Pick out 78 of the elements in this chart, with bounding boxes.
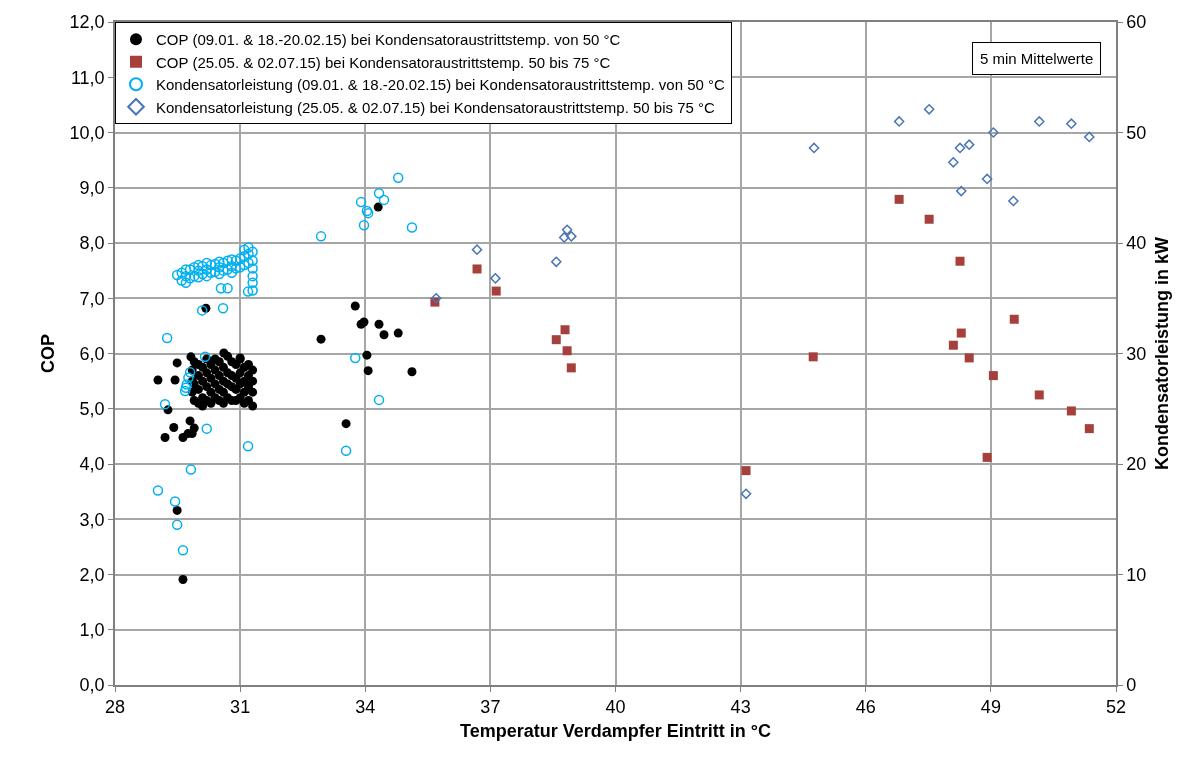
y-tick-label: 0,0	[79, 675, 105, 696]
y-tick-label: 6,0	[79, 343, 105, 364]
point	[893, 116, 905, 127]
x-tick-label: 49	[980, 697, 1001, 718]
point	[1009, 314, 1019, 324]
point	[964, 353, 974, 363]
point	[948, 340, 958, 350]
point	[1033, 116, 1045, 127]
x-tick-label: 31	[230, 697, 251, 718]
point	[560, 325, 570, 335]
point	[551, 335, 561, 345]
y-tick-label: 12,0	[69, 12, 105, 33]
point	[988, 371, 998, 381]
point	[955, 256, 965, 266]
x-tick-label: 46	[855, 697, 876, 718]
y2-tick-label: 60	[1126, 12, 1147, 33]
point	[924, 214, 934, 224]
x-tick-label: 28	[104, 697, 126, 718]
point	[472, 264, 482, 274]
y-axis-title: COP	[38, 333, 59, 374]
point	[948, 157, 959, 168]
point	[954, 142, 966, 154]
y2-tick-label: 50	[1126, 122, 1147, 143]
x-tick-label: 52	[1105, 697, 1127, 718]
point	[963, 139, 975, 150]
point	[808, 142, 820, 154]
x-tick-label: 40	[605, 697, 626, 718]
y-tick-label: 2,0	[79, 564, 105, 585]
point	[740, 488, 752, 500]
point	[430, 292, 442, 304]
point	[566, 363, 576, 373]
x-axis-title: Temperatur Verdampfer Eintritt in °C	[460, 720, 771, 741]
point	[558, 232, 570, 243]
point	[561, 224, 573, 236]
y-tick-label: 11,0	[70, 67, 105, 88]
point	[741, 466, 751, 476]
x-tick-label: 43	[730, 697, 751, 718]
x-tick-label: 37	[480, 697, 501, 718]
y-tick-label: 1,0	[79, 620, 105, 641]
y-tick-label: 9,0	[79, 178, 105, 199]
point	[988, 127, 999, 138]
point	[1034, 390, 1044, 400]
point	[471, 244, 483, 255]
point	[981, 173, 993, 185]
legend-label: Kondensatorleistung (25.05. & 02.07.15) bei Kondensatoraustrittstemp. 50 bis 75 °C	[156, 98, 716, 116]
point	[923, 103, 935, 115]
point	[562, 346, 572, 356]
point	[1084, 424, 1094, 434]
y-tick-label: 8,0	[79, 233, 105, 254]
point	[982, 452, 992, 462]
x-tick-label: 34	[355, 697, 376, 718]
point	[1066, 118, 1077, 129]
y2-axis-title: Kondensatorleistung in kW	[1151, 236, 1172, 471]
point	[490, 273, 501, 284]
y2-tick-label: 10	[1126, 564, 1147, 585]
y2-tick-label: 0	[1126, 675, 1137, 696]
legend-label: COP (09.01. & 18.-20.02.15) bei Kondensatoraustrittstemp. von 50 °C	[156, 31, 621, 49]
point	[956, 328, 966, 338]
legend-label: COP (25.05. & 02.07.15) bei Kondensatoraustrittstemp. 50 bis 75 °C	[156, 53, 611, 71]
legend-label: Kondensatorleistung (09.01. & 18.-20.02.15) bei Kondensatoraustrittstemp. von 50 °C	[156, 76, 726, 94]
y-tick-label: 5,0	[79, 399, 105, 420]
point	[550, 256, 562, 268]
point	[808, 352, 818, 362]
point	[1084, 131, 1095, 143]
y-tick-label: 10,0	[69, 122, 105, 143]
annotation: 5 min Mittelwerte	[980, 50, 1094, 67]
y-tick-label: 3,0	[79, 509, 105, 530]
y2-tick-label: 30	[1126, 343, 1147, 364]
point	[894, 194, 904, 204]
point	[565, 231, 577, 242]
y2-tick-label: 20	[1126, 454, 1147, 475]
point	[1008, 195, 1019, 207]
point	[1066, 406, 1076, 416]
y2-tick-label: 40	[1126, 233, 1147, 254]
y-tick-label: 7,0	[79, 288, 105, 309]
point	[955, 185, 967, 197]
point	[491, 286, 501, 296]
y-tick-label: 4,0	[79, 454, 105, 475]
